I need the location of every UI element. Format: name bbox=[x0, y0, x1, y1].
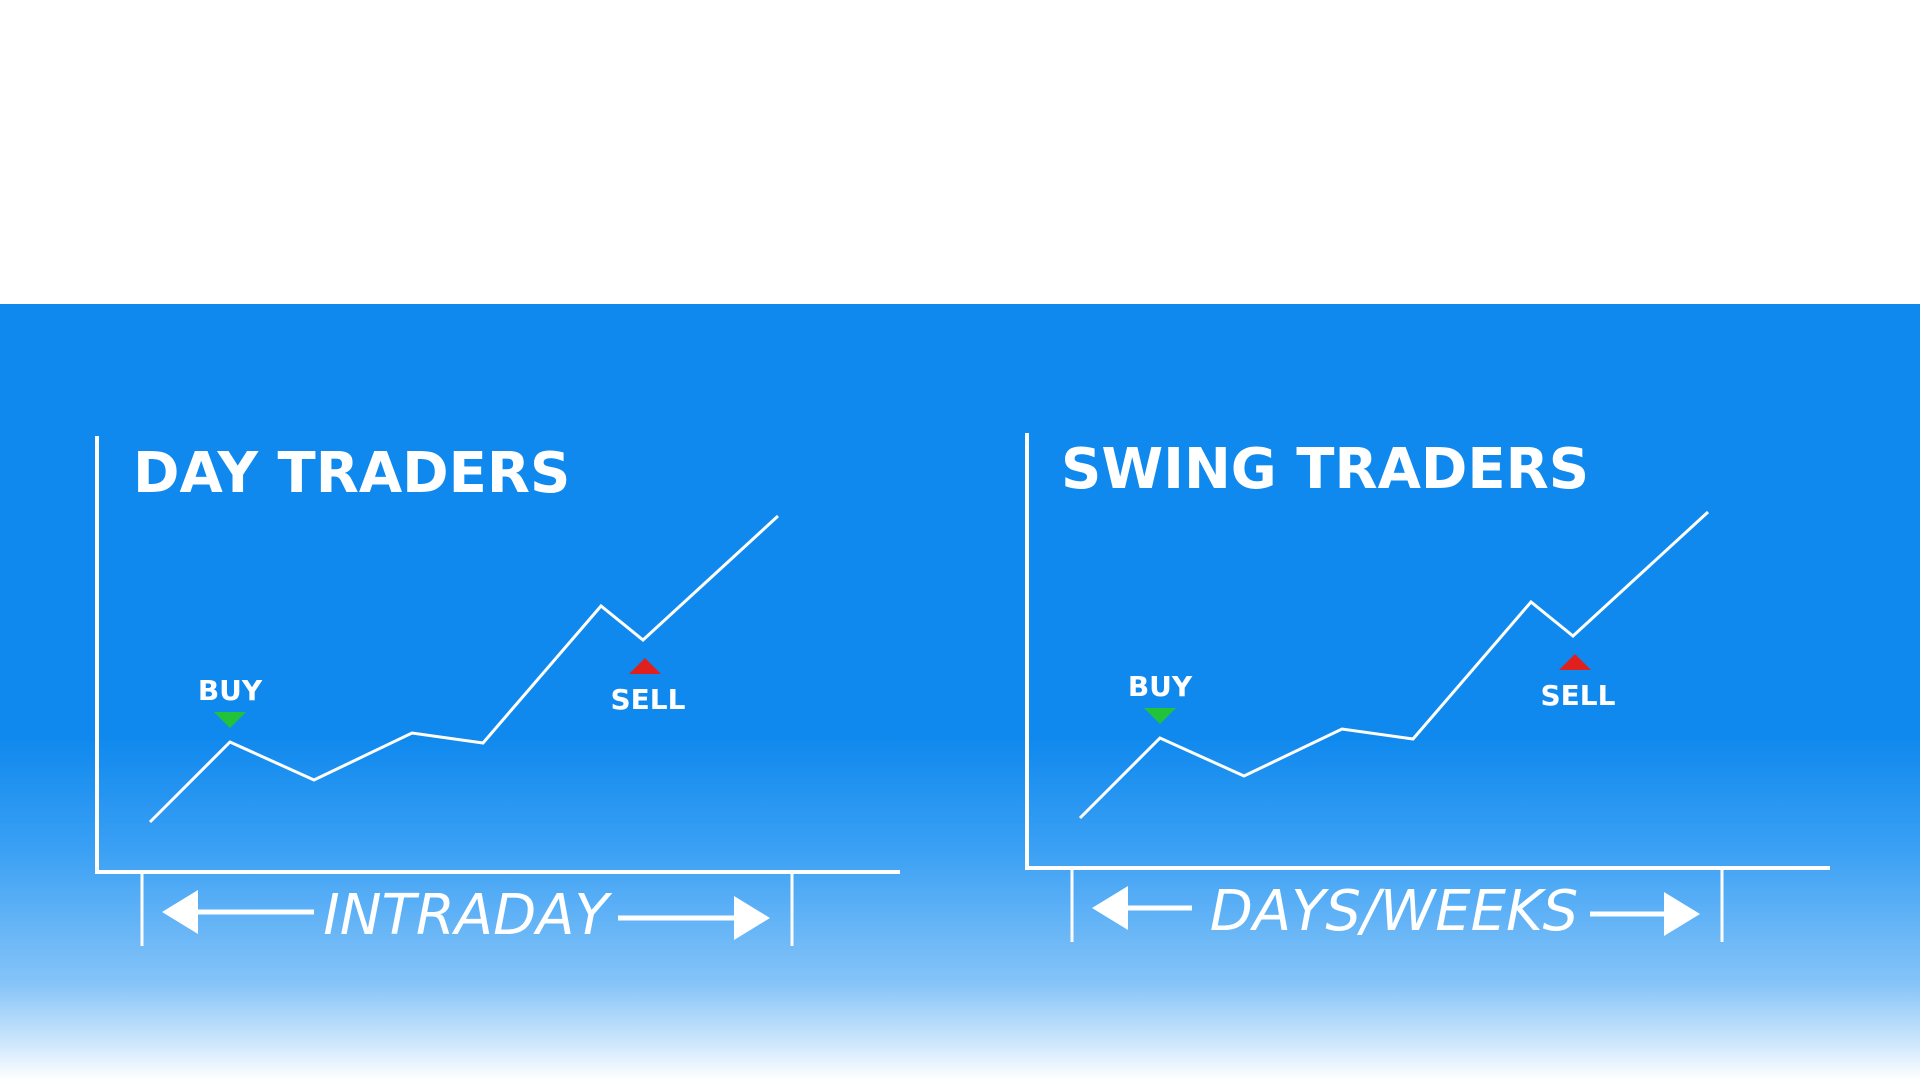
chart-axes bbox=[1025, 433, 1830, 870]
sell-triangle-icon bbox=[1559, 654, 1591, 670]
arrow-left-icon bbox=[162, 890, 198, 934]
panel-swing-traders: SWING TRADERS BUY SELL DAYS/WEEKS bbox=[1025, 433, 1830, 944]
price-line bbox=[148, 514, 780, 824]
arrow-right-icon bbox=[1664, 892, 1700, 936]
panel-day-traders: DAY TRADERS BUY SELL INTRADAY bbox=[95, 436, 900, 948]
sell-label: SELL bbox=[1541, 679, 1616, 712]
buy-triangle-icon bbox=[214, 712, 246, 728]
arrow-left-icon bbox=[1092, 886, 1128, 930]
buy-label: BUY bbox=[198, 674, 263, 707]
blue-banner bbox=[0, 304, 1920, 1080]
chart-axes bbox=[95, 436, 900, 874]
span-label: DAYS/WEEKS bbox=[1210, 879, 1578, 944]
panel-title: SWING TRADERS bbox=[1061, 437, 1589, 502]
buy-triangle-icon bbox=[1144, 708, 1176, 724]
arrow-right-icon bbox=[734, 896, 770, 940]
buy-label: BUY bbox=[1128, 670, 1193, 703]
price-line bbox=[1078, 510, 1710, 820]
sell-triangle-icon bbox=[629, 658, 661, 674]
panel-title: DAY TRADERS bbox=[133, 441, 570, 506]
sell-label: SELL bbox=[611, 683, 686, 716]
span-label: INTRADAY bbox=[323, 883, 612, 948]
